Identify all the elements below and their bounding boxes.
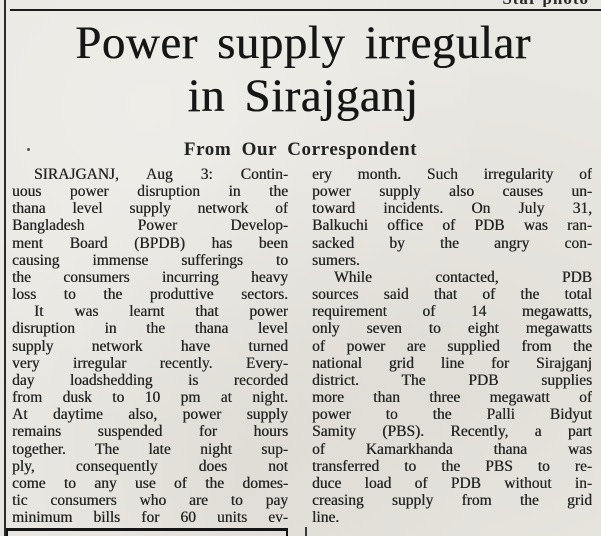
article-line: ply, consequently does not xyxy=(12,457,288,475)
article-line: more than three megawatt of xyxy=(312,389,592,407)
byline: From Our Correspondent xyxy=(183,139,418,160)
article-line: requirement of 14 megawatts, xyxy=(312,303,592,321)
article-line: together. The late night sup- xyxy=(12,440,288,458)
article-line: tic consumers who are to pay xyxy=(12,491,288,509)
photo-credit-text: Star photo xyxy=(502,0,589,7)
clipping-edge-box xyxy=(6,528,288,536)
article-line: come to any use of the domes- xyxy=(12,474,288,492)
top-divider-rule xyxy=(10,9,601,11)
article-line: power to the Palli Bidyut xyxy=(312,406,592,424)
column-left: SIRAJGANJ, Aug 3: Contin-uous power disr… xyxy=(12,166,288,526)
article-line: Bangladesh Power Develop- xyxy=(12,217,288,235)
article-line: power supply also causes un- xyxy=(312,183,592,201)
article-line: ment Board (BPDB) has been xyxy=(12,234,288,252)
column-right: ery month. Such irregularity of power sup… xyxy=(312,166,592,526)
article-line: At daytime also, power supply xyxy=(12,406,288,424)
article-line: thana level supply network of xyxy=(12,200,288,218)
ink-speck xyxy=(27,148,30,151)
article-line: very irregular recently. Every- xyxy=(12,354,288,372)
article-line: ery month. Such irregularity of xyxy=(312,166,592,183)
article-line: sacked by the angry con- xyxy=(312,234,592,252)
headline-line-1: Power supply irregular xyxy=(75,17,531,69)
article-body: SIRAJGANJ, Aug 3: Contin-uous power disr… xyxy=(12,166,592,526)
article-line: It was learnt that power xyxy=(34,303,288,321)
article-line: SIRAJGANJ, Aug 3: Contin- xyxy=(34,166,288,183)
article-line: toward incidents. On July 31, xyxy=(312,200,592,218)
article-line: While contacted, PDB xyxy=(334,268,592,286)
article-line: disruption in the thana level xyxy=(12,320,288,338)
article-line: of Kamarkhanda thana was xyxy=(312,440,592,458)
clipping-edge-tick xyxy=(305,527,307,536)
article-line: remains suspended for hours xyxy=(12,423,288,441)
article-line: supply network have turned xyxy=(12,337,288,355)
article-line: day loadshedding is recorded xyxy=(12,371,288,389)
article-line: district. The PDB supplies xyxy=(312,371,592,389)
article-line: duce load of PDB without in- xyxy=(312,474,592,492)
article-line: transferred to the PBS to re- xyxy=(312,457,592,475)
article-line: loss to the produttive sectors. xyxy=(12,286,288,304)
left-border-rule xyxy=(4,0,6,536)
article-line: national grid line for Sirajganj xyxy=(312,354,592,372)
article-line: the consumers incurring heavy xyxy=(12,268,288,286)
headline: Power supply irregular in Sirajganj xyxy=(18,17,588,123)
article-line: from dusk to 10 pm at night. xyxy=(12,389,288,407)
article-line: uous power disruption in the xyxy=(12,183,288,201)
article-line: sources said that of the total xyxy=(312,286,592,304)
article-line: line. xyxy=(312,509,340,527)
article-line: of power are supplied from the xyxy=(312,337,592,355)
headline-line-2: in Sirajganj xyxy=(187,70,419,122)
article-line: minimum bills for 60 units ev- xyxy=(12,509,288,527)
article-line: causing immense sufferings to xyxy=(12,251,288,269)
article-line: sumers. xyxy=(312,251,360,269)
article-line: only seven to eight megawatts xyxy=(312,320,592,338)
article-line: Balkuchi office of PDB was ran- xyxy=(312,217,592,235)
photo-credit-clipped: Star photo xyxy=(439,0,589,7)
article-line: creasing supply from the grid xyxy=(312,491,592,509)
article-line: Samity (PBS). Recently, a part xyxy=(312,423,592,441)
